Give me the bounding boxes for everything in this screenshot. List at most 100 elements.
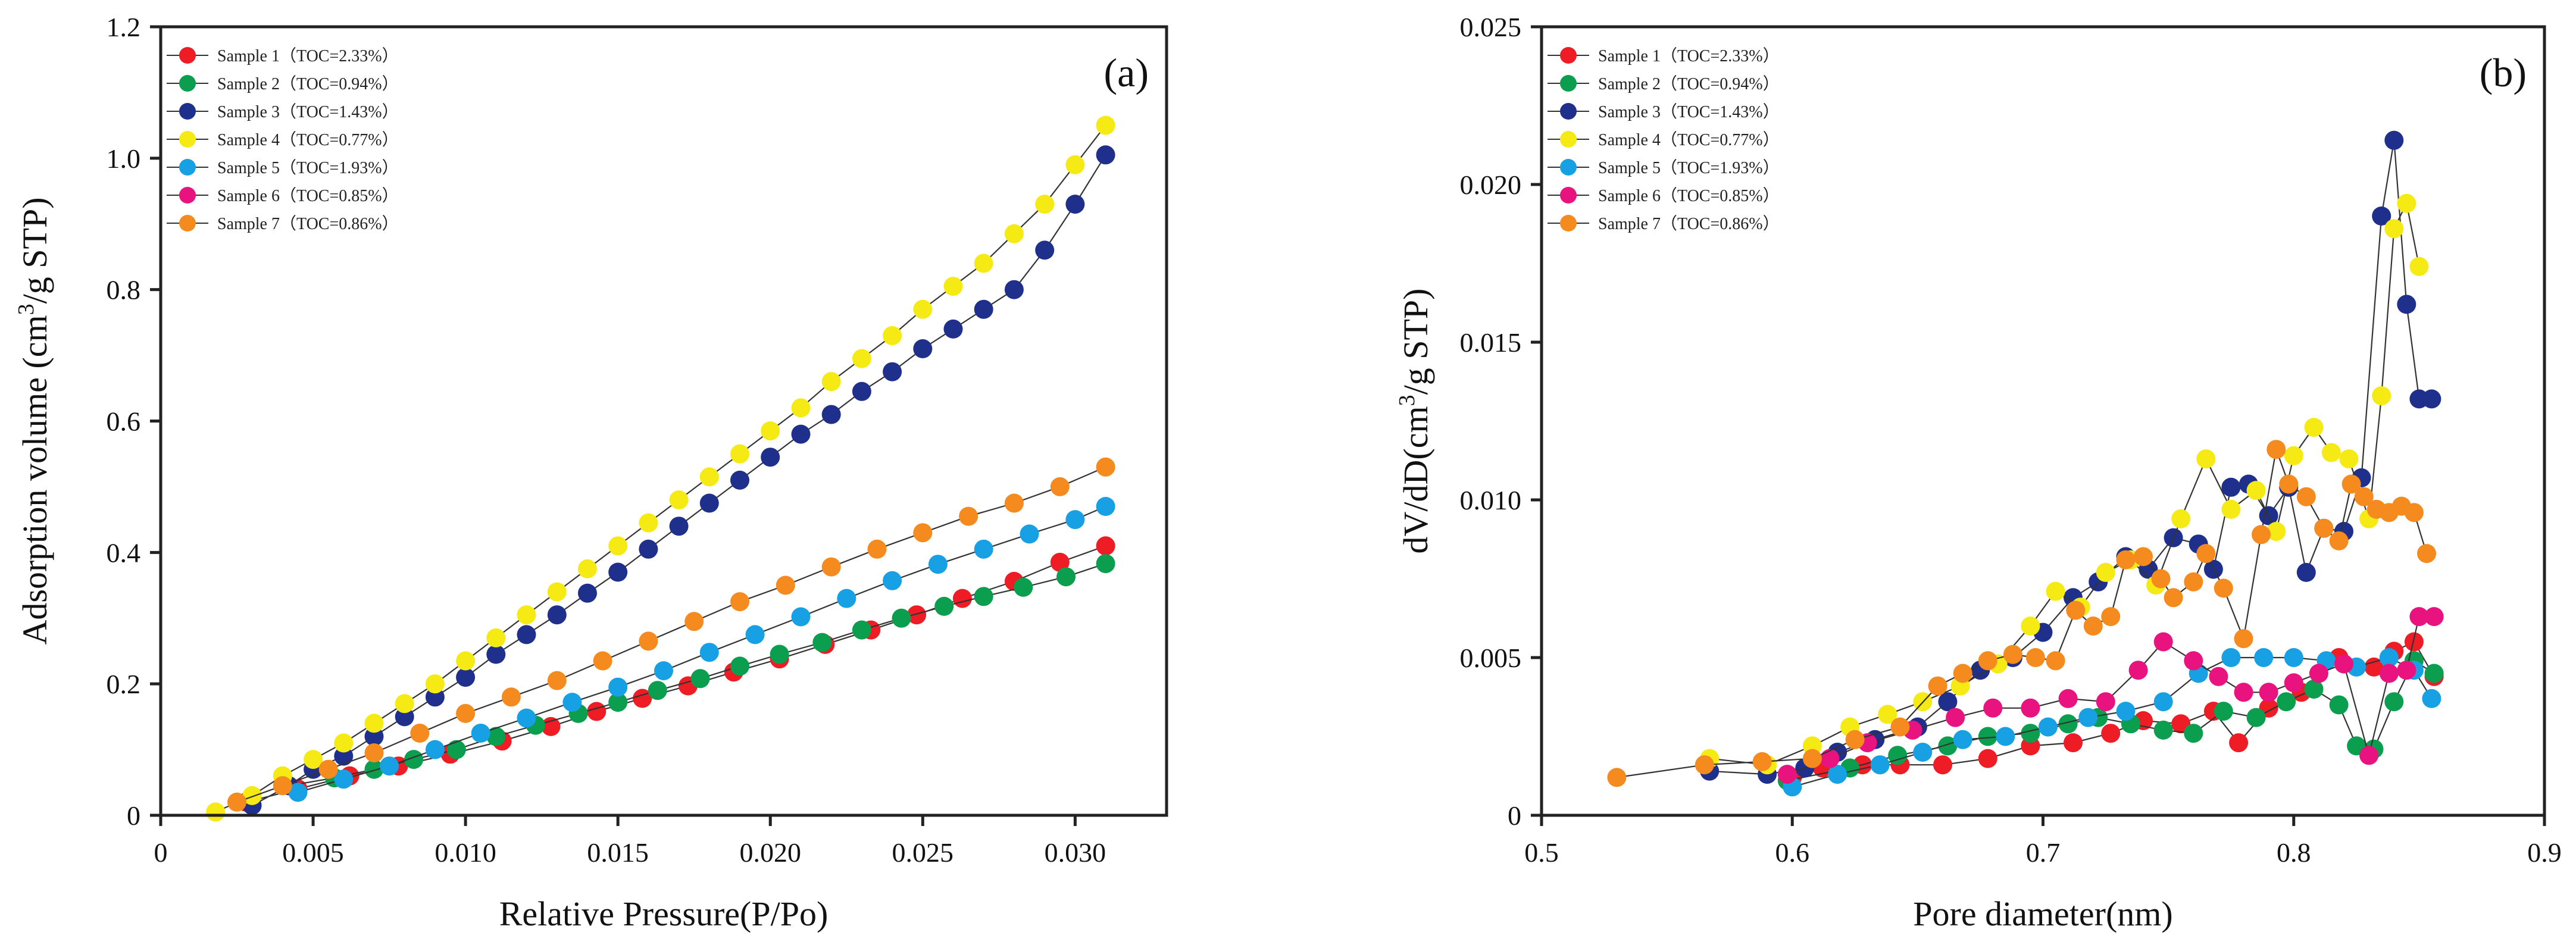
legend-label: Sample 2（TOC=0.94%） bbox=[1598, 74, 1780, 93]
data-point bbox=[1096, 554, 1115, 574]
data-point bbox=[2078, 708, 2098, 727]
legend-marker bbox=[1560, 75, 1577, 92]
data-point bbox=[761, 448, 780, 467]
data-point bbox=[547, 671, 567, 690]
data-point bbox=[2164, 588, 2183, 608]
legend-marker bbox=[179, 103, 196, 120]
data-point bbox=[2404, 632, 2424, 652]
data-point bbox=[227, 792, 246, 812]
data-point bbox=[730, 656, 749, 676]
data-point bbox=[2397, 661, 2416, 680]
data-point bbox=[2277, 692, 2296, 712]
data-point bbox=[2003, 644, 2022, 664]
data-point bbox=[206, 802, 226, 822]
data-point bbox=[2397, 295, 2416, 314]
data-point bbox=[2229, 733, 2249, 753]
data-point bbox=[883, 571, 902, 590]
data-point bbox=[974, 254, 993, 273]
data-point bbox=[2214, 578, 2233, 598]
legend-item: Sample 7（TOC=0.86%） bbox=[1548, 214, 1780, 233]
data-point bbox=[2021, 698, 2040, 718]
data-point bbox=[1050, 552, 1070, 572]
data-point bbox=[2046, 581, 2065, 601]
x-axis-title: Pore diameter(nm) bbox=[1913, 894, 2172, 933]
data-point bbox=[2314, 518, 2334, 538]
data-point bbox=[791, 424, 811, 444]
data-point bbox=[699, 643, 719, 662]
panel-label: (b) bbox=[2480, 50, 2527, 95]
data-point bbox=[699, 467, 719, 487]
data-point bbox=[1020, 524, 1039, 544]
data-point bbox=[1056, 567, 1076, 587]
data-point bbox=[1888, 746, 1908, 765]
data-point bbox=[1983, 698, 2003, 718]
legend-label: Sample 7（TOC=0.86%） bbox=[217, 214, 399, 233]
data-point bbox=[1096, 497, 1115, 516]
chart-panel-b: 0.5 0.6 0.7 0.8 0.9 0 0.005 0.010 0.015 0.020 0.02… bbox=[1395, 12, 2562, 933]
data-point bbox=[1933, 755, 1952, 775]
data-point bbox=[425, 740, 445, 759]
x-tick-label: 0.7 bbox=[2026, 837, 2061, 868]
data-point bbox=[669, 490, 689, 509]
data-point bbox=[1607, 768, 1627, 787]
data-point bbox=[501, 687, 521, 707]
data-point bbox=[959, 506, 978, 526]
data-point bbox=[2417, 544, 2436, 564]
legend-label: Sample 7（TOC=0.86%） bbox=[1598, 214, 1780, 233]
y-tick-label: 0.005 bbox=[1460, 643, 1522, 673]
data-point bbox=[2284, 648, 2303, 667]
data-point bbox=[1938, 736, 1958, 756]
data-point bbox=[1978, 727, 1997, 746]
data-point bbox=[2171, 509, 2191, 528]
data-point bbox=[852, 349, 871, 368]
legend-label: Sample 6（TOC=0.85%） bbox=[217, 186, 399, 205]
series-b-6 bbox=[1777, 607, 2444, 784]
data-point bbox=[913, 299, 933, 319]
data-point bbox=[2422, 389, 2441, 409]
data-point bbox=[242, 786, 262, 805]
data-point bbox=[1096, 536, 1115, 556]
data-point bbox=[943, 319, 963, 339]
legend-marker bbox=[1560, 215, 1577, 231]
legend-label: Sample 3（TOC=1.43%） bbox=[1598, 102, 1780, 121]
data-point bbox=[2409, 607, 2429, 627]
data-point bbox=[587, 702, 607, 721]
data-point bbox=[517, 605, 536, 625]
data-point bbox=[608, 693, 628, 712]
data-point bbox=[2259, 683, 2278, 702]
data-point bbox=[2234, 683, 2253, 702]
data-point bbox=[1996, 727, 2015, 746]
data-point bbox=[821, 372, 841, 392]
data-point bbox=[2064, 733, 2083, 753]
series-a-4 bbox=[206, 115, 1115, 822]
data-point bbox=[1870, 755, 1890, 775]
data-point bbox=[1820, 749, 1840, 768]
y-tick-label: 0.025 bbox=[1460, 12, 1522, 42]
data-point bbox=[2116, 550, 2136, 570]
y-tick-label: 0.015 bbox=[1460, 327, 1522, 358]
data-point bbox=[974, 299, 993, 319]
data-point bbox=[2038, 717, 2058, 737]
data-point bbox=[1878, 705, 1897, 724]
legend-item: Sample 1（TOC=2.33%） bbox=[1548, 46, 1780, 65]
data-point bbox=[2184, 572, 2203, 592]
data-point bbox=[547, 582, 567, 602]
data-point bbox=[1845, 730, 1865, 749]
data-point bbox=[2424, 607, 2444, 627]
data-point bbox=[1695, 755, 1714, 775]
data-point bbox=[2151, 569, 2171, 589]
data-point bbox=[2196, 544, 2216, 564]
legend-marker bbox=[1560, 47, 1577, 64]
legend-item: Sample 1（TOC=2.33%） bbox=[167, 46, 399, 65]
data-point bbox=[2359, 746, 2379, 765]
data-point bbox=[425, 674, 445, 694]
data-point bbox=[2058, 689, 2078, 708]
data-point bbox=[456, 703, 476, 723]
data-point bbox=[669, 517, 689, 536]
data-point bbox=[2153, 720, 2173, 740]
data-point bbox=[318, 759, 338, 779]
data-point bbox=[1913, 743, 1933, 762]
data-point bbox=[334, 733, 354, 753]
y-tick-label: 0.010 bbox=[1460, 485, 1522, 515]
data-point bbox=[934, 596, 954, 616]
